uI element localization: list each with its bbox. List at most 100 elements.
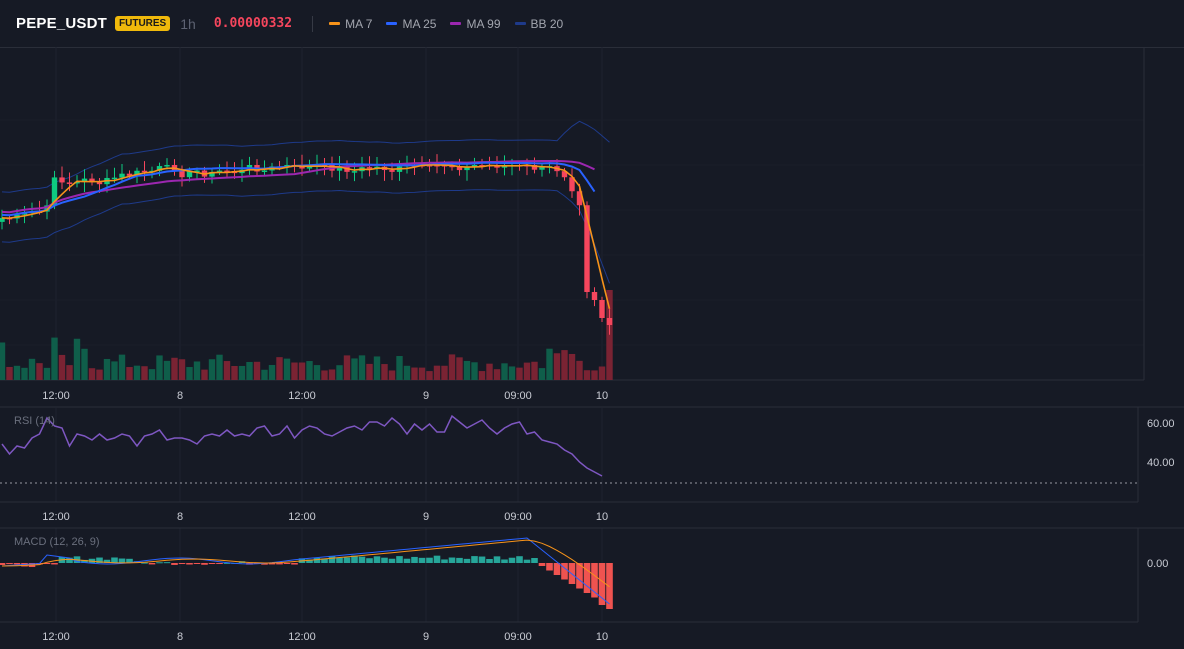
- macd-histogram-bar: [418, 557, 426, 563]
- moving-average-lines: [1, 160, 611, 309]
- legend-item[interactable]: MA 7: [329, 17, 372, 31]
- legend-label: BB 20: [530, 16, 564, 31]
- volume-bar: [223, 361, 231, 380]
- volume-bar: [471, 362, 478, 380]
- volume-bar: [96, 369, 103, 380]
- volume-bar: [531, 361, 538, 380]
- time-tick-label: 12:00: [42, 511, 70, 523]
- candle-body: [59, 177, 65, 183]
- candle-body: [209, 171, 215, 177]
- time-tick-label: 12:00: [42, 390, 70, 402]
- candle-body: [456, 166, 463, 171]
- volume-bar: [81, 348, 88, 380]
- ma7-line: [1, 164, 611, 309]
- volume-bar: [583, 370, 591, 380]
- candle-body: [126, 173, 133, 176]
- time-tick-label: 09:00: [504, 390, 532, 402]
- volume-bar: [568, 353, 576, 380]
- volume-bar: [148, 369, 156, 380]
- volume-bar: [606, 290, 613, 380]
- time-tick-label: 8: [177, 390, 183, 402]
- macd-histogram-bar: [126, 558, 133, 563]
- legend-label: MA 7: [345, 16, 373, 31]
- volume-bar: [493, 369, 501, 380]
- macd-histogram-bar: [343, 557, 351, 563]
- macd-histogram-bar: [531, 558, 538, 563]
- volume-bar: [216, 354, 223, 380]
- volume-bar: [238, 365, 246, 380]
- macd-histogram-bar: [51, 563, 58, 565]
- volume-bar: [313, 365, 321, 380]
- time-tick-label: 12:00: [42, 631, 70, 643]
- volume-bar: [441, 365, 448, 380]
- volume-bar: [598, 366, 606, 380]
- indicator-legend: MA 7 MA 25 MA 99 BB 20: [313, 17, 563, 31]
- volume-bar: [508, 366, 516, 380]
- macd-histogram-bar: [441, 559, 448, 563]
- legend-item[interactable]: MA 99: [450, 17, 501, 31]
- candle-body: [186, 171, 193, 178]
- volume-bar: [111, 361, 118, 380]
- volume-bar: [6, 366, 13, 380]
- macd-label: MACD (12, 26, 9): [14, 536, 100, 548]
- candle-body: [336, 166, 343, 171]
- symbol-name[interactable]: PEPE_USDT: [16, 15, 107, 32]
- futures-badge: FUTURES: [115, 16, 171, 31]
- macd-histogram-bar: [576, 563, 583, 589]
- volume-bar: [463, 360, 471, 380]
- macd-axis-tick: 0.00: [1147, 558, 1168, 570]
- volume-bar: [253, 361, 261, 380]
- candle-body: [216, 170, 223, 173]
- macd-histogram-bar: [501, 559, 508, 563]
- candle-body: [141, 170, 148, 173]
- macd-histogram-bar: [516, 556, 523, 563]
- macd-histogram-bar: [171, 563, 178, 565]
- candle-body: [531, 165, 538, 170]
- volume-bar: [51, 337, 58, 380]
- volume-bar: [336, 365, 343, 380]
- legend-item[interactable]: BB 20: [514, 16, 564, 31]
- macd-histogram-bar: [493, 556, 501, 563]
- volume-bar: [141, 366, 148, 380]
- macd-histogram-bar: [156, 562, 163, 564]
- last-price: 0.00000332: [213, 16, 293, 31]
- interval-selector[interactable]: 1h: [180, 15, 196, 32]
- time-tick-label: 09:00: [504, 631, 532, 643]
- macd-histogram-bar: [208, 563, 216, 564]
- macd-histogram-bar: [366, 558, 373, 563]
- candle-body: [0, 217, 5, 222]
- time-tick-label: 12:00: [288, 390, 316, 402]
- candle-body: [569, 177, 575, 192]
- macd-histogram-bar: [471, 556, 478, 563]
- volume-bar: [178, 359, 186, 380]
- macd-histogram-bar: [291, 563, 298, 565]
- legend-color-swatch: [450, 22, 462, 25]
- legend-item[interactable]: MA 25: [386, 17, 436, 31]
- macd-histogram-bar: [81, 559, 88, 563]
- volume-bar: [298, 362, 306, 380]
- volume-bar: [276, 357, 283, 380]
- macd-histogram-bar: [411, 556, 418, 563]
- macd-panel: 0.00: [0, 537, 1168, 609]
- volume-bar: [523, 362, 531, 380]
- volume-bar: [171, 357, 178, 380]
- time-tick-label: 9: [423, 511, 429, 523]
- volume-bar: [486, 363, 493, 380]
- time-tick-label: 10: [596, 511, 608, 523]
- volume-bar: [591, 370, 598, 380]
- volume-bar: [411, 367, 418, 380]
- macd-histogram-bar: [306, 559, 313, 563]
- volume-bar: [28, 358, 36, 380]
- macd-histogram-bar: [0, 563, 6, 565]
- panel-borders: [0, 47, 1184, 623]
- volume-bar: [193, 361, 201, 380]
- ma99-line: [1, 160, 595, 214]
- macd-histogram-bar: [178, 563, 186, 565]
- rsi-axis-tick: 60.00: [1147, 418, 1175, 430]
- macd-histogram-bar: [223, 562, 231, 564]
- candle-body: [74, 181, 80, 184]
- volume-bar: [163, 360, 171, 380]
- macd-line: [1, 537, 610, 605]
- macd-histogram-bar: [403, 558, 411, 563]
